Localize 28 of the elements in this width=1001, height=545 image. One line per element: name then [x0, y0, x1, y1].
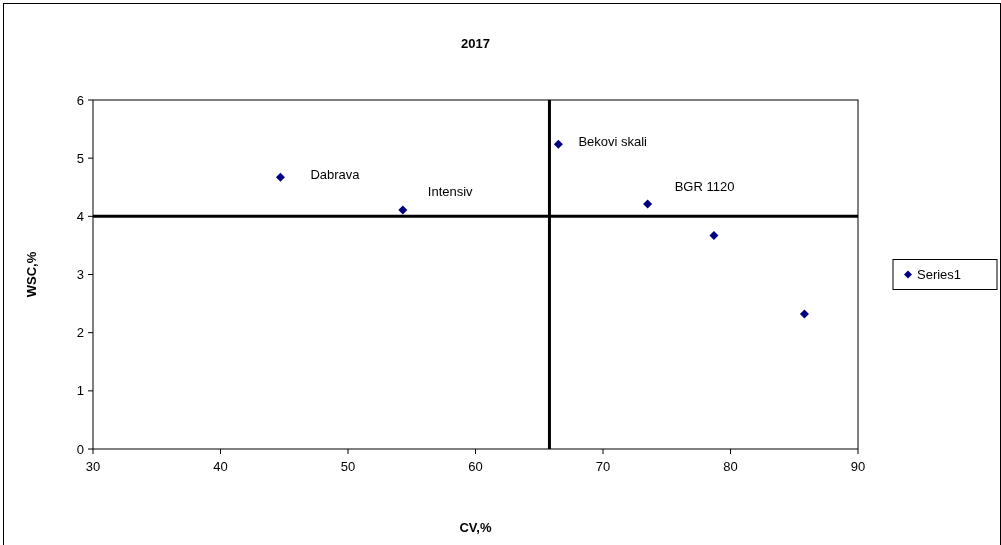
y-tick-label: 4 [76, 208, 84, 224]
x-tick-label: 40 [213, 459, 228, 474]
x-tick-label: 80 [723, 459, 738, 474]
x-tick-label: 30 [85, 459, 101, 474]
legend-label: Series1 [917, 267, 962, 283]
x-axis-title: CV,% [459, 520, 492, 535]
annotation: Dabrava [310, 166, 361, 182]
point [398, 205, 408, 215]
point [275, 172, 285, 182]
point [709, 231, 719, 241]
x-tick-label: 60 [468, 459, 483, 474]
annotation: Intensiv [427, 184, 474, 200]
point [643, 199, 653, 209]
point [799, 309, 809, 319]
y-axis-title: WSC,% [24, 251, 39, 298]
chart-title: 2017 [461, 36, 490, 51]
y-tick-label: 1 [76, 383, 84, 399]
annotation: Bekovi skali [578, 133, 648, 149]
y-tick-label: 3 [76, 267, 84, 283]
x-tick-label: 90 [850, 459, 866, 474]
x-tick-label: 70 [595, 459, 611, 474]
annotation: BGR 1120 [674, 178, 735, 194]
x-tick-label: 50 [340, 459, 356, 474]
y-tick-label: 6 [76, 92, 84, 108]
y-tick-label: 0 [76, 441, 84, 457]
y-tick-label: 5 [76, 150, 84, 166]
point [553, 139, 563, 149]
y-tick-label: 2 [76, 325, 84, 341]
